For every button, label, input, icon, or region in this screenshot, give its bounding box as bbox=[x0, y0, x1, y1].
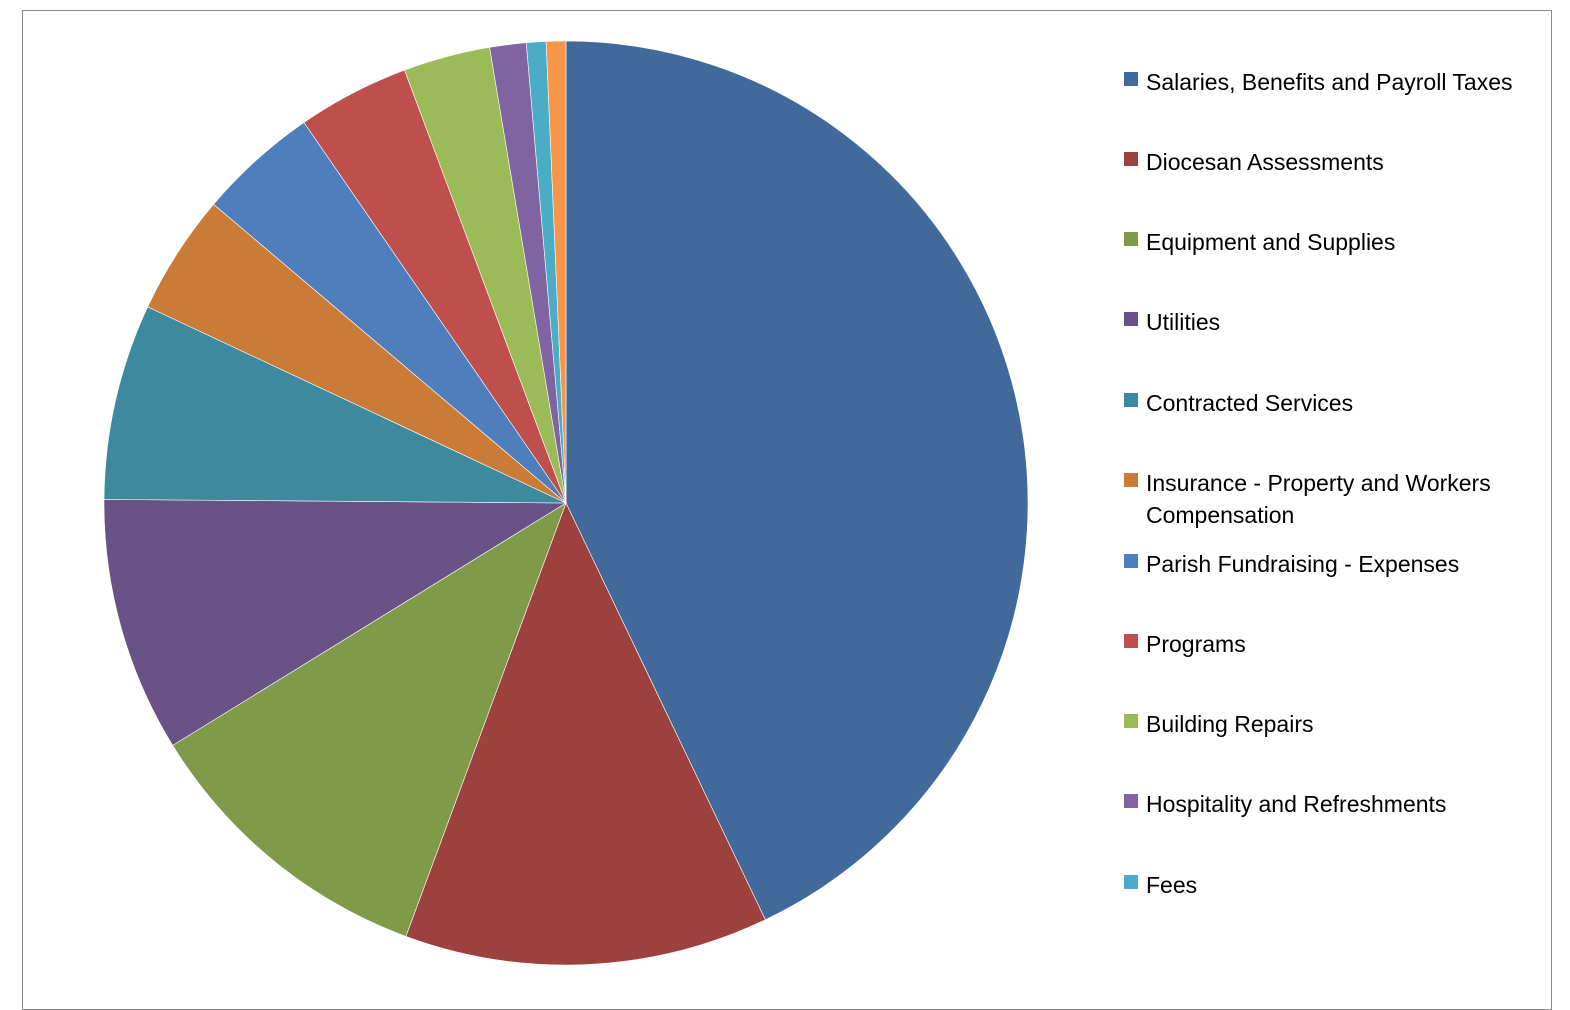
legend-swatch bbox=[1124, 232, 1138, 246]
legend-swatch bbox=[1124, 794, 1138, 808]
legend-label: Insurance - Property and Workers Compens… bbox=[1146, 470, 1491, 528]
legend-swatch bbox=[1124, 473, 1138, 487]
legend-swatch bbox=[1124, 875, 1138, 889]
legend-swatch bbox=[1124, 312, 1138, 326]
pie-slice bbox=[545, 40, 567, 504]
pie-slice bbox=[103, 306, 567, 504]
legend-item: Hospitality and Refreshments bbox=[1124, 788, 1544, 820]
legend-item: Programs bbox=[1124, 628, 1544, 660]
legend-label: Salaries, Benefits and Payroll Taxes bbox=[1146, 69, 1513, 95]
pie-slice bbox=[172, 502, 567, 937]
legend-swatch bbox=[1124, 393, 1138, 407]
legend-item: Utilities bbox=[1124, 306, 1544, 338]
legend-label: Contracted Services bbox=[1146, 390, 1354, 416]
legend-label: Equipment and Supplies bbox=[1146, 229, 1396, 255]
legend-label: Building Repairs bbox=[1146, 711, 1314, 737]
legend-item: Parish Fundraising - Expenses bbox=[1124, 548, 1544, 580]
legend-label: Programs bbox=[1146, 631, 1246, 657]
pie-slice bbox=[103, 499, 568, 746]
legend-swatch bbox=[1124, 554, 1138, 568]
legend-swatch bbox=[1124, 714, 1138, 728]
legend-item: Fees bbox=[1124, 869, 1544, 901]
pie-slice bbox=[565, 40, 1029, 921]
legend-swatch bbox=[1124, 634, 1138, 648]
legend-label: Utilities bbox=[1146, 309, 1221, 335]
legend-swatch bbox=[1124, 152, 1138, 166]
legend-item: Diocesan Assessments bbox=[1124, 146, 1544, 178]
legend-label: Hospitality and Refreshments bbox=[1146, 791, 1447, 817]
legend-label: Diocesan Assessments bbox=[1146, 149, 1384, 175]
legend-label: Fees bbox=[1146, 872, 1198, 898]
pie-slice bbox=[405, 502, 766, 966]
legend-item: Salaries, Benefits and Payroll Taxes bbox=[1124, 66, 1544, 98]
legend-item: Equipment and Supplies bbox=[1124, 226, 1544, 258]
legend-label: Parish Fundraising - Expenses bbox=[1146, 551, 1460, 577]
legend-item: Contracted Services bbox=[1124, 387, 1544, 419]
legend-swatch bbox=[1124, 72, 1138, 86]
legend-item: Insurance - Property and Workers Compens… bbox=[1124, 467, 1544, 531]
legend-item: Building Repairs bbox=[1124, 708, 1544, 740]
